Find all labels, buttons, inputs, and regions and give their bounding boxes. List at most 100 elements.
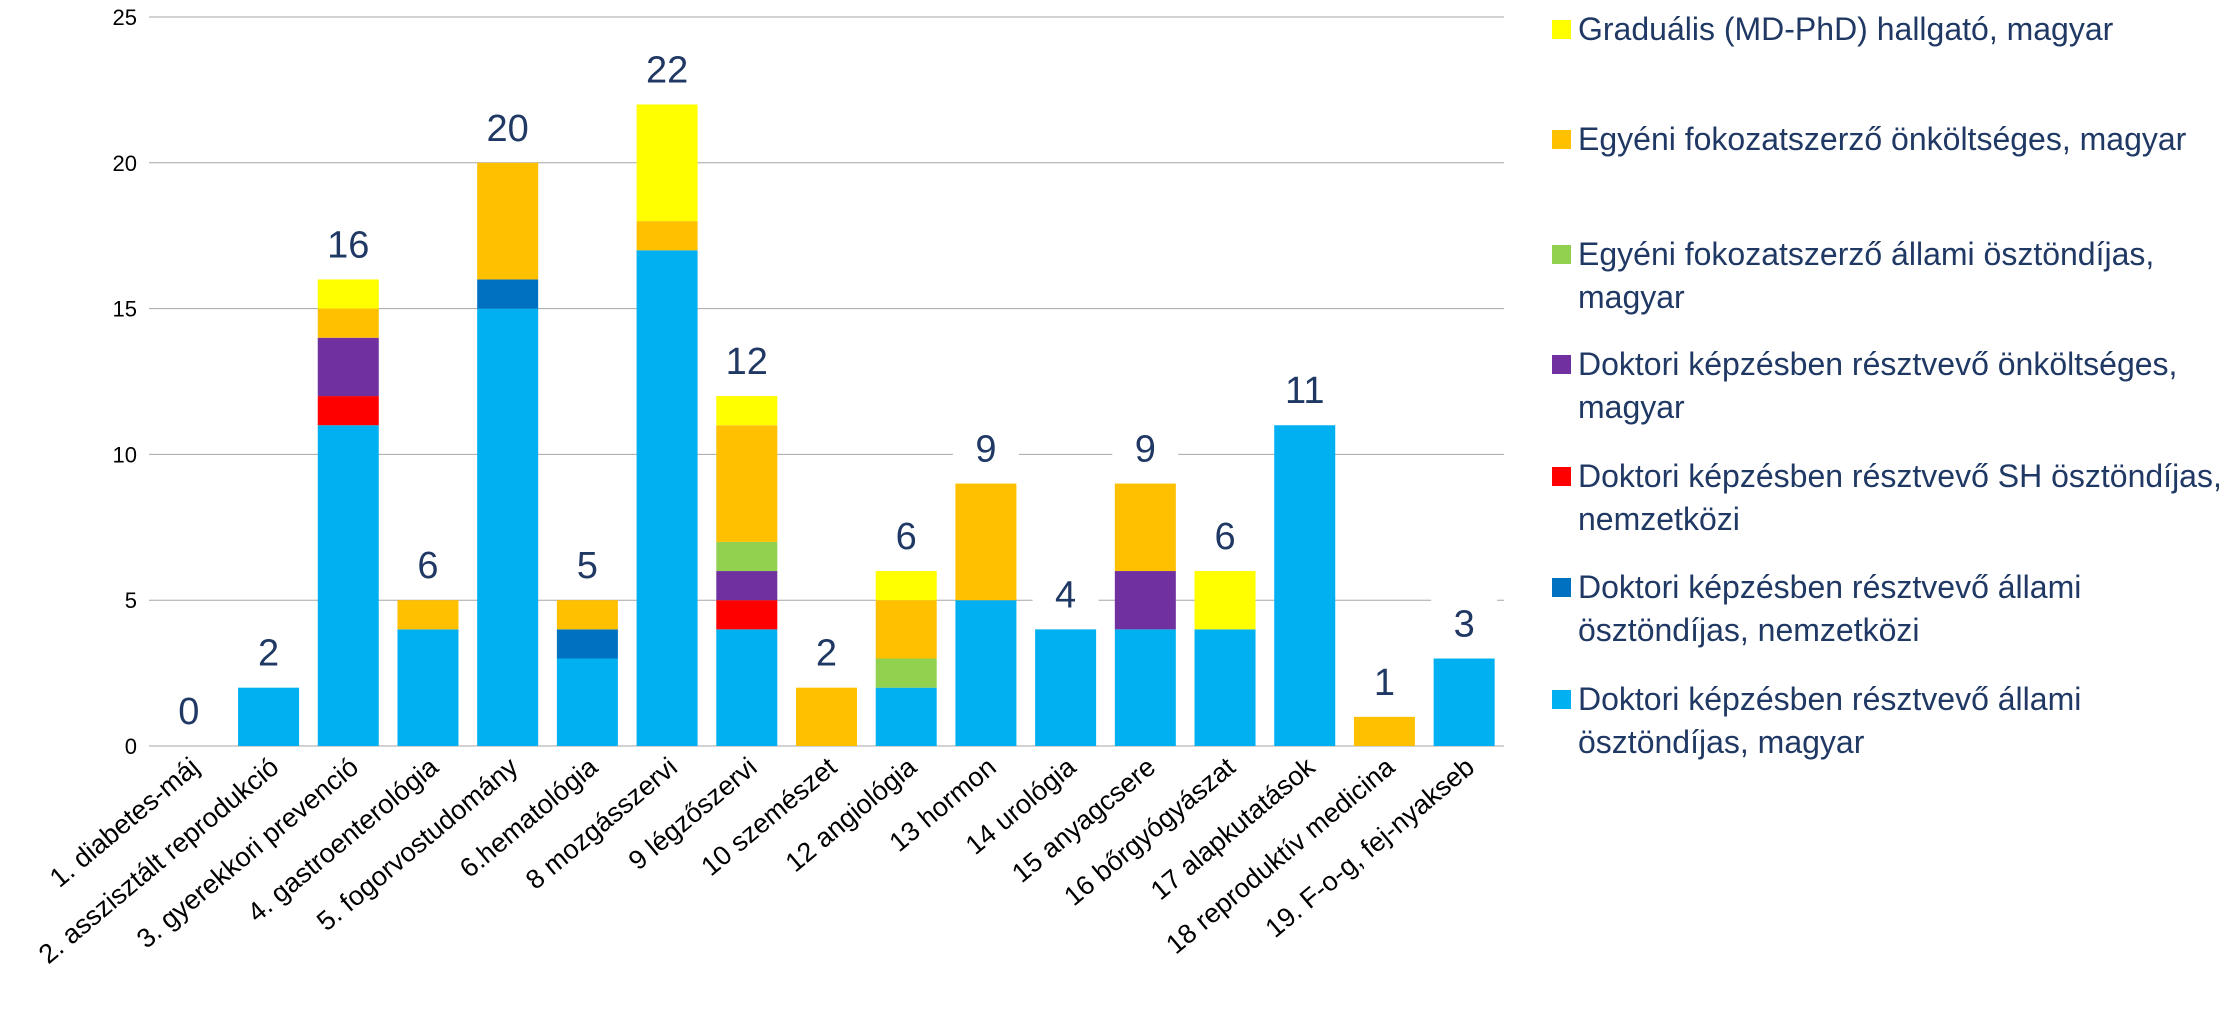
total-label: 22 (646, 49, 688, 91)
bar-segment (556, 600, 618, 630)
bar-segment (875, 571, 937, 601)
total-label-bg (463, 92, 552, 155)
total-label: 9 (975, 429, 996, 471)
bar-segment (1433, 658, 1495, 746)
bar-segment (796, 687, 857, 746)
total-label: 11 (1285, 370, 1324, 412)
bar-segment (1035, 629, 1097, 746)
legend-swatch (1552, 690, 1571, 709)
total-label: 12 (726, 341, 768, 383)
legend-label: Egyéni fokozatszerző állami ösztöndíjas,… (1578, 236, 2155, 315)
bar-segment (317, 279, 379, 309)
bar-segment (1114, 571, 1176, 630)
total-label-bg (873, 501, 940, 564)
bar-segment (477, 308, 539, 746)
legend-item: Doktori képzésben résztvevő SH ösztöndíj… (1552, 455, 2228, 541)
legend-item: Doktori képzésben résztvevő önköltséges,… (1552, 343, 2228, 429)
legend-label: Egyéni fokozatszerző önköltséges, magyar (1578, 121, 2187, 157)
bar-segment (1194, 571, 1256, 630)
bar-segment (955, 600, 1017, 746)
legend-label: Doktori képzésben résztvevő állami ösztö… (1578, 569, 2082, 648)
bar-segment (716, 629, 778, 746)
bar-segment (477, 279, 539, 309)
total-label-bg (702, 326, 791, 389)
total-label-bg (155, 676, 222, 738)
total-label-bg (952, 413, 1019, 476)
bar-segment (1194, 629, 1256, 746)
total-label-bg (554, 530, 621, 593)
total-label: 16 (327, 224, 369, 266)
bar-segment (556, 658, 618, 746)
bar-segment (317, 425, 379, 746)
total-label-bg (235, 617, 302, 680)
y-tick-label: 25 (113, 5, 137, 30)
legend-label: Doktori képzésben résztvevő SH ösztöndíj… (1578, 458, 2222, 537)
bar-segment (1274, 425, 1336, 746)
total-label-bg (1260, 355, 1349, 418)
total-label: 5 (577, 545, 598, 587)
total-label: 20 (487, 108, 529, 150)
legend-swatch (1552, 130, 1571, 149)
total-label: 6 (417, 545, 438, 587)
bar-segment (716, 571, 778, 601)
bar-segment (477, 162, 539, 280)
bar-segment (636, 104, 698, 222)
x-tick-label: 10 szemészet (695, 751, 842, 881)
bar-segment (636, 250, 698, 746)
total-label: 3 (1454, 604, 1475, 646)
total-label: 6 (896, 516, 917, 558)
bar-segment (1114, 483, 1176, 572)
bar-segment (238, 687, 300, 746)
total-label-bg (1351, 646, 1418, 709)
legend-label: Graduális (MD-PhD) hallgató, magyar (1578, 11, 2114, 47)
bar-segment (397, 629, 459, 746)
legend-item: Egyéni fokozatszerző önköltséges, magyar (1552, 118, 2228, 161)
bar-segment (875, 687, 937, 746)
bar-segment (875, 600, 937, 659)
legend-item: Egyéni fokozatszerző állami ösztöndíjas,… (1552, 233, 2228, 319)
total-label-bg (394, 530, 461, 593)
bar-segment (556, 629, 618, 659)
total-label-bg (623, 34, 712, 97)
bar-segment (317, 337, 379, 397)
total-label: 6 (1214, 516, 1235, 558)
bar-segment (397, 600, 459, 630)
bar-segment (317, 396, 379, 426)
total-label: 4 (1055, 574, 1076, 616)
legend-swatch (1552, 467, 1571, 486)
bar-segment (636, 221, 698, 251)
legend-swatch (1552, 20, 1571, 39)
total-label-bg (1032, 559, 1099, 622)
bar-segment (317, 308, 379, 338)
total-label-bg (1112, 413, 1179, 476)
total-label: 2 (816, 633, 837, 675)
bar-segment (1114, 629, 1176, 746)
bar-segment (716, 425, 778, 542)
y-tick-label: 5 (125, 588, 137, 613)
legend-swatch (1552, 355, 1571, 374)
y-tick-label: 0 (125, 734, 137, 759)
legend-swatch (1552, 245, 1571, 264)
total-label: 2 (258, 633, 279, 675)
total-label: 0 (178, 691, 199, 733)
bar-segment (955, 483, 1017, 601)
legend-item: Doktori képzésben résztvevő állami ösztö… (1552, 566, 2228, 652)
total-label-bg (304, 209, 393, 272)
total-label-bg (1192, 501, 1259, 564)
bar-segment (716, 541, 778, 572)
total-label: 9 (1135, 429, 1156, 471)
total-label-bg (1431, 588, 1498, 651)
total-label: 1 (1374, 662, 1395, 704)
legend-swatch (1552, 578, 1571, 597)
legend-item: Doktori képzésben résztvevő állami ösztö… (1552, 678, 2228, 764)
y-tick-label: 10 (113, 442, 137, 467)
bar-segment (716, 600, 778, 630)
legend-item: Graduális (MD-PhD) hallgató, magyar (1552, 8, 2228, 51)
bar-segment (1353, 716, 1415, 746)
y-tick-label: 15 (113, 297, 137, 322)
legend-label: Doktori képzésben résztvevő önköltséges,… (1578, 346, 2178, 425)
total-label-bg (793, 617, 860, 680)
y-tick-label: 20 (113, 151, 137, 176)
